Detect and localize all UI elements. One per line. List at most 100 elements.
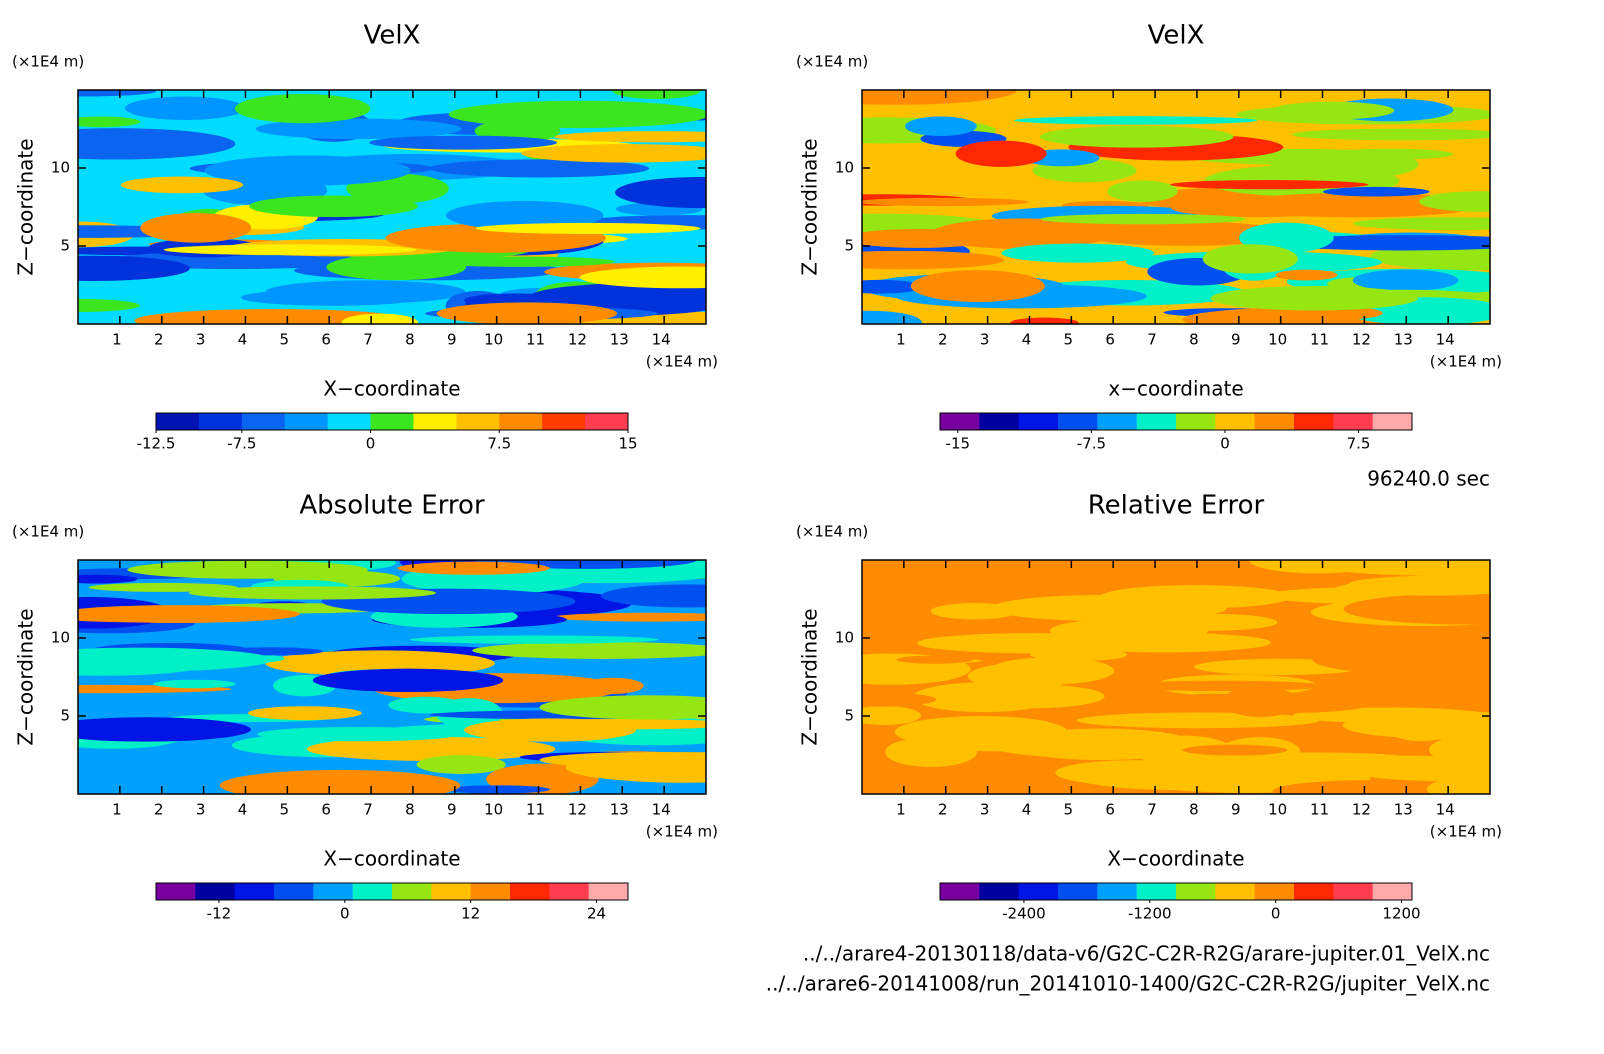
contour-blob <box>862 250 1005 270</box>
x-tick-label: 14 <box>1436 801 1455 819</box>
y-tick-label: 5 <box>60 707 70 725</box>
colorbar-swatch <box>1058 883 1098 900</box>
colorbar-swatch <box>431 883 472 900</box>
contour-blob <box>78 298 140 312</box>
x-tick-label: 12 <box>1352 331 1371 349</box>
colorbar-swatch <box>392 883 432 900</box>
x-tick-label: 9 <box>1231 801 1241 819</box>
contour-blob <box>445 785 550 794</box>
y-tick-label: 10 <box>51 159 70 177</box>
contour-blob <box>1001 243 1155 263</box>
colorbar-swatch <box>1018 883 1059 900</box>
colorbar-swatch <box>542 413 586 430</box>
contour-field <box>78 560 706 794</box>
contour-blob <box>326 254 467 281</box>
x-unit: (×1E4 m) <box>1430 353 1502 371</box>
colorbar-swatch <box>313 883 354 900</box>
x-tick-label: 4 <box>1022 801 1032 819</box>
contour-blob <box>539 695 706 720</box>
contour-blob <box>885 737 977 767</box>
colorbar-swatch <box>195 883 236 900</box>
colorbar-tick-label: -1200 <box>1128 905 1172 923</box>
colorbar-swatch <box>352 883 393 900</box>
contour-blob <box>1170 180 1369 190</box>
colorbar-swatch <box>510 883 550 900</box>
contour-blob <box>1352 269 1459 292</box>
contour-blob <box>78 128 236 160</box>
plot-frame <box>77 89 707 325</box>
colorbar-swatch <box>198 413 243 430</box>
contour-blob <box>988 579 1137 600</box>
contour-blob <box>446 200 604 230</box>
colorbar-tick-label: 12 <box>461 905 480 923</box>
contour-blob <box>579 266 706 289</box>
contour-blob <box>862 310 922 324</box>
contour-blob <box>410 635 659 644</box>
x-tick-label: 8 <box>405 331 415 349</box>
contour-blob <box>896 655 974 664</box>
x-tick-label: 1 <box>896 801 906 819</box>
contour-blob <box>988 657 1115 685</box>
colorbar-swatch <box>588 883 629 900</box>
colorbar-tick-label: -7.5 <box>1077 435 1106 453</box>
colorbar-swatch <box>1333 883 1374 900</box>
contour-blob <box>1419 191 1490 212</box>
colorbar-swatch <box>370 413 414 430</box>
x-tick-label: 4 <box>238 801 248 819</box>
contour-blob <box>1113 680 1329 692</box>
y-unit: (×1E4 m) <box>12 53 84 71</box>
x-unit: (×1E4 m) <box>1430 823 1502 841</box>
contour-blob <box>1249 560 1385 574</box>
colorbar-swatch <box>979 883 1020 900</box>
x-tick-label: 8 <box>405 801 415 819</box>
x-tick-label: 10 <box>1268 801 1287 819</box>
panel-title: Relative Error <box>1088 491 1265 521</box>
contour-blob <box>1322 186 1430 197</box>
x-tick-label: 7 <box>1147 331 1157 349</box>
colorbar-swatch <box>1333 413 1374 430</box>
contour-blob <box>1312 645 1445 672</box>
contour-blob <box>78 90 157 97</box>
contour-blob <box>521 144 706 163</box>
contour-blob <box>1049 618 1208 644</box>
contour-blob <box>862 692 937 707</box>
contour-blob <box>436 302 618 324</box>
contour-blob <box>615 177 706 208</box>
contour-blob <box>862 197 1029 207</box>
colorbar-swatch <box>979 413 1020 430</box>
contour-blob <box>1255 671 1490 703</box>
colorbar-tick-label: 15 <box>618 435 637 453</box>
colorbar-swatch <box>470 883 511 900</box>
contour-field <box>862 90 1490 324</box>
colorbar-tick-label: 1200 <box>1382 905 1420 923</box>
x-axis-label: X−coordinate <box>323 377 460 401</box>
contour-blob <box>1077 712 1320 729</box>
contour-blob <box>306 736 556 761</box>
panel-title: VelX <box>364 21 421 51</box>
contour-blob <box>1352 217 1490 230</box>
contour-blob <box>1293 707 1488 724</box>
contour-blob <box>255 118 462 140</box>
x-axis-label: X−coordinate <box>323 847 460 871</box>
colorbar-swatch <box>1254 413 1295 430</box>
contour-blob <box>582 677 644 694</box>
contour-blob <box>1210 286 1418 311</box>
x-tick-label: 11 <box>1310 331 1329 349</box>
x-tick-label: 2 <box>938 801 948 819</box>
contour-blob <box>341 313 419 324</box>
colorbar-swatch <box>1176 883 1216 900</box>
contour-blob <box>1326 148 1454 160</box>
contour-blob <box>153 679 236 689</box>
x-tick-label: 4 <box>1022 331 1032 349</box>
y-unit: (×1E4 m) <box>796 53 868 71</box>
colorbar-swatch <box>1136 883 1177 900</box>
x-tick-label: 3 <box>980 331 990 349</box>
x-unit: (×1E4 m) <box>646 353 718 371</box>
contour-blob <box>78 605 300 623</box>
contour-blob <box>1079 221 1292 246</box>
x-tick-label: 12 <box>568 801 587 819</box>
x-tick-label: 4 <box>238 331 248 349</box>
plot-frame <box>861 89 1491 325</box>
x-tick-label: 5 <box>1064 331 1074 349</box>
